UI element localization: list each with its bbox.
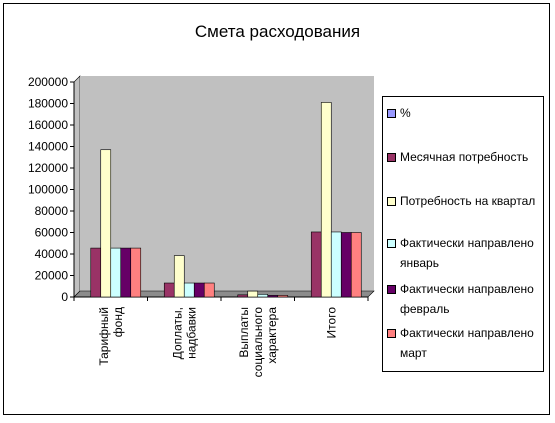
legend-label: Месячная потребность [400, 150, 529, 164]
legend: % Месячная потребность Потребность на квар… [382, 96, 544, 372]
x-tick-label-line: социального [251, 307, 265, 378]
legend-item: Месячная потребность [387, 147, 543, 167]
y-tick-label: 40000 [35, 247, 69, 261]
legend-swatch [387, 197, 396, 206]
y-tick-label: 180000 [28, 97, 68, 111]
legend-label: Фактически направлено март [400, 326, 534, 360]
bar [247, 290, 259, 298]
bar [130, 247, 142, 298]
bar [350, 232, 362, 298]
bar [310, 231, 322, 298]
bar [110, 247, 122, 298]
legend-swatch [387, 329, 396, 338]
legend-swatch [387, 109, 396, 118]
bar [100, 149, 112, 298]
legend-item: Потребность на квартал [387, 191, 543, 211]
bar [320, 102, 332, 298]
x-tick-label-line: Выплаты [237, 307, 251, 358]
x-tick-label-line: Доплаты, [170, 307, 184, 359]
bar [193, 282, 205, 298]
y-tick-label: 0 [61, 290, 68, 304]
legend-item: Фактически направлено март [387, 323, 543, 363]
legend-swatch [387, 153, 396, 162]
legend-swatch [387, 285, 396, 294]
x-tick-label: Тарифный фонд [97, 307, 125, 366]
x-tick-label: Итого [324, 307, 338, 339]
x-tick-label-line: фонд [111, 307, 125, 337]
x-tick-label: Доплаты, надбавки [170, 307, 198, 359]
legend-label: Фактически направлено январь [400, 236, 534, 270]
x-tick-label-line: характера [265, 307, 279, 364]
y-tick-label: 140000 [28, 140, 68, 154]
bar [173, 255, 185, 298]
bar [90, 247, 102, 298]
bar [330, 231, 342, 298]
legend-label: Потребность на квартал [400, 194, 536, 208]
legend-label: Фактически направлено февраль [400, 282, 534, 316]
x-tick-label-line: надбавки [184, 307, 198, 359]
bar [340, 232, 352, 298]
legend-item: % [387, 103, 543, 123]
y-tick-label: 120000 [28, 161, 68, 175]
chart-title: Смета расходования [194, 22, 361, 41]
y-tick-label: 20000 [35, 269, 69, 283]
legend-item: Фактически направлено январь [387, 233, 543, 273]
bar [267, 295, 279, 298]
legend-swatch [387, 239, 396, 248]
x-tick-label-line: Тарифный [97, 307, 111, 366]
bar [277, 295, 289, 298]
bar [203, 282, 215, 298]
bar [183, 282, 195, 298]
side-wall [73, 75, 81, 298]
legend-label: % [400, 106, 411, 120]
x-tick-label-line: Итого [324, 307, 338, 339]
legend-item: Фактически направлено февраль [387, 279, 543, 319]
bar [120, 247, 132, 298]
y-tick-label: 80000 [35, 204, 69, 218]
y-tick-label: 160000 [28, 118, 68, 132]
back-wall [80, 76, 374, 291]
y-tick-label: 200000 [28, 75, 68, 89]
x-tick-label: Выплаты социального характера [237, 307, 279, 378]
bar [163, 282, 175, 298]
y-tick-label: 100000 [28, 183, 68, 197]
bar [257, 294, 269, 298]
bar [237, 294, 249, 298]
y-tick-label: 60000 [35, 226, 69, 240]
